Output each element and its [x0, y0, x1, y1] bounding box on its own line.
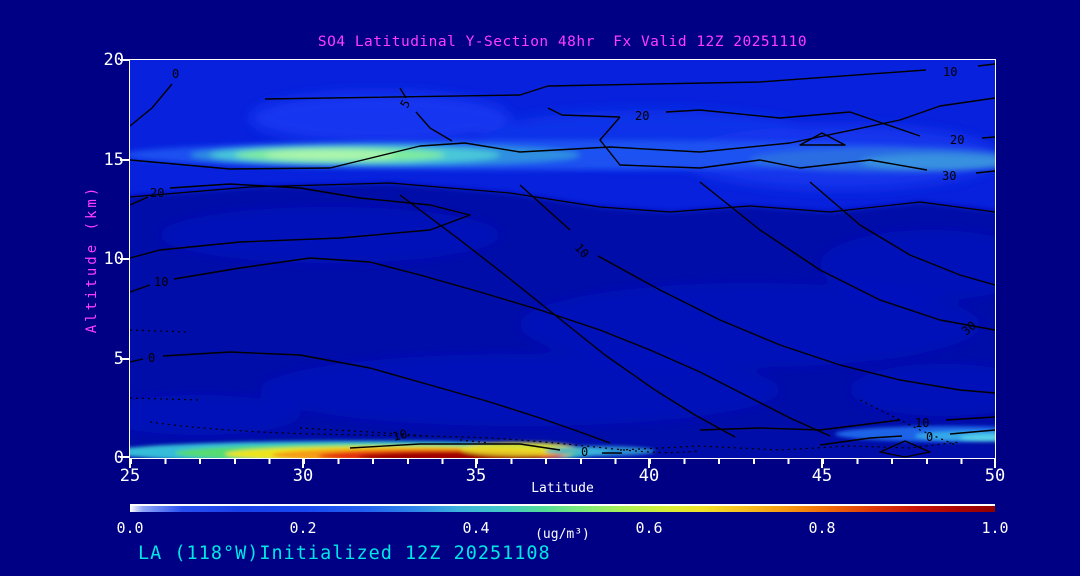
contour-label: 20	[635, 109, 649, 123]
contour-label: 10	[154, 275, 168, 289]
contour-label: 0	[148, 351, 155, 365]
y-tick-5: 5	[113, 349, 124, 369]
x-tick-mark	[994, 459, 996, 468]
contour-lines	[130, 63, 995, 458]
colorbar-units-label: (ug/m³)	[535, 527, 590, 542]
fill-elevated-layer	[130, 140, 995, 172]
contour-label: 0	[172, 67, 179, 81]
y-tick-20: 20	[103, 50, 124, 70]
x-tick-25: 25	[119, 466, 141, 486]
x-tick-mark	[821, 459, 823, 468]
x-tick-35: 35	[465, 466, 487, 486]
y-tick-mark	[120, 159, 129, 161]
x-tick-45: 45	[811, 466, 833, 486]
y-tick-mark	[120, 456, 129, 458]
fill-lower-patches	[130, 207, 995, 435]
y-tick-mark	[120, 258, 129, 260]
init-info-text: LA (118°W)Initialized 12Z 20251108	[138, 543, 551, 564]
colorbar-tick-0.0: 0.0	[116, 519, 144, 537]
y-tick-0: 0	[113, 448, 124, 468]
chart-title: SO4 Latitudinal Y-Section 48hr Fx Valid …	[317, 34, 808, 50]
x-tick-mark	[302, 459, 304, 468]
y-tick-15: 15	[103, 150, 124, 170]
contour-lines-dotted	[130, 329, 961, 454]
contour-plot: 0 10 20 20 30 5 20 10 0 10 0 10 0 10 30	[130, 60, 995, 458]
contour-label: 30	[942, 169, 956, 183]
colorbar-tick-0.6: 0.6	[635, 519, 663, 537]
contour-label: 0	[581, 445, 588, 458]
colorbar-tick-1.0: 1.0	[981, 519, 1009, 537]
colorbar-tick-0.2: 0.2	[289, 519, 317, 537]
contour-label: 20	[950, 133, 964, 147]
contour-label: 0	[926, 430, 933, 444]
x-tick-mark	[648, 459, 650, 468]
x-tick-30: 30	[292, 466, 314, 486]
x-tick-mark	[129, 459, 131, 468]
y-tick-mark	[120, 59, 129, 61]
fill-surface-plume	[130, 441, 655, 458]
x-tick-40: 40	[638, 466, 660, 486]
contour-label: 10	[943, 65, 957, 79]
contour-label: 20	[150, 186, 164, 200]
x-axis-label: Latitude	[531, 481, 594, 496]
contour-label: 10	[391, 427, 409, 444]
plot-border	[129, 59, 996, 459]
colorbar-tick-0.4: 0.4	[462, 519, 490, 537]
contour-label: 10	[915, 416, 929, 430]
y-tick-mark	[120, 358, 129, 360]
colorbar-gradient	[130, 504, 995, 512]
y-tick-10: 10	[103, 249, 124, 269]
colorbar-tick-0.8: 0.8	[808, 519, 836, 537]
x-tick-mark	[475, 459, 477, 468]
x-tick-50: 50	[984, 466, 1006, 486]
x-minor-ticks	[130, 459, 996, 464]
